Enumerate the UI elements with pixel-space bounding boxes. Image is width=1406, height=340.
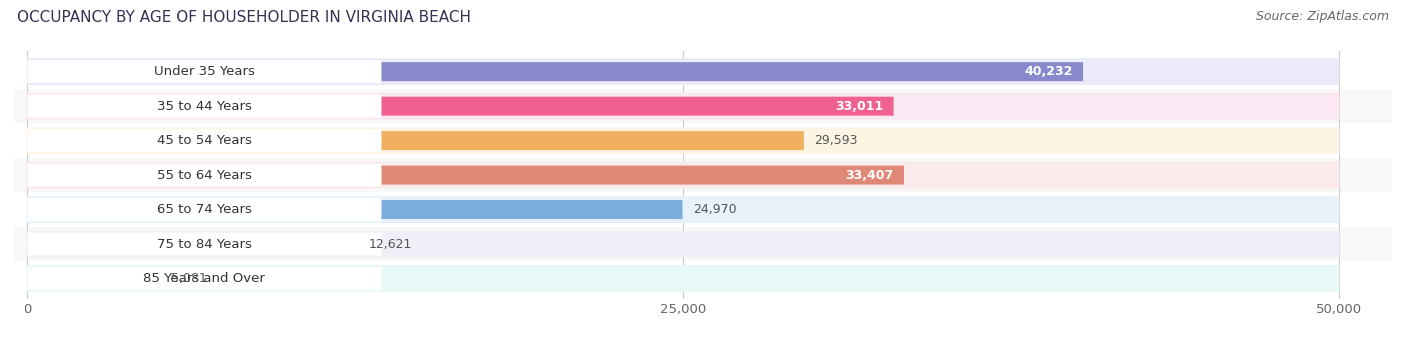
Text: 5,081: 5,081 — [172, 272, 207, 285]
FancyBboxPatch shape — [27, 166, 904, 185]
FancyBboxPatch shape — [27, 131, 804, 150]
Text: 24,970: 24,970 — [693, 203, 737, 216]
Bar — [14, 89, 1392, 123]
Bar — [14, 158, 1392, 192]
FancyBboxPatch shape — [27, 267, 381, 290]
Text: 35 to 44 Years: 35 to 44 Years — [157, 100, 252, 113]
FancyBboxPatch shape — [27, 93, 1340, 120]
FancyBboxPatch shape — [27, 60, 381, 83]
Text: 85 Years and Over: 85 Years and Over — [143, 272, 266, 285]
FancyBboxPatch shape — [27, 198, 381, 221]
Text: 40,232: 40,232 — [1024, 65, 1073, 78]
Bar — [14, 227, 1392, 261]
Text: 75 to 84 Years: 75 to 84 Years — [157, 238, 252, 251]
FancyBboxPatch shape — [27, 58, 1340, 85]
Text: 45 to 54 Years: 45 to 54 Years — [157, 134, 252, 147]
Text: 29,593: 29,593 — [814, 134, 858, 147]
Text: 65 to 74 Years: 65 to 74 Years — [157, 203, 252, 216]
FancyBboxPatch shape — [27, 233, 381, 255]
FancyBboxPatch shape — [27, 265, 1340, 292]
FancyBboxPatch shape — [27, 231, 1340, 257]
FancyBboxPatch shape — [27, 200, 682, 219]
FancyBboxPatch shape — [27, 164, 381, 187]
FancyBboxPatch shape — [27, 127, 1340, 154]
FancyBboxPatch shape — [27, 97, 894, 116]
Text: Source: ZipAtlas.com: Source: ZipAtlas.com — [1256, 10, 1389, 23]
FancyBboxPatch shape — [27, 235, 359, 254]
FancyBboxPatch shape — [27, 196, 1340, 223]
FancyBboxPatch shape — [27, 95, 381, 118]
Text: 33,407: 33,407 — [845, 169, 893, 182]
Text: 33,011: 33,011 — [835, 100, 883, 113]
FancyBboxPatch shape — [27, 162, 1340, 189]
FancyBboxPatch shape — [27, 62, 1083, 81]
Text: OCCUPANCY BY AGE OF HOUSEHOLDER IN VIRGINIA BEACH: OCCUPANCY BY AGE OF HOUSEHOLDER IN VIRGI… — [17, 10, 471, 25]
FancyBboxPatch shape — [27, 129, 381, 152]
Text: 12,621: 12,621 — [368, 238, 412, 251]
Text: 55 to 64 Years: 55 to 64 Years — [157, 169, 252, 182]
Text: Under 35 Years: Under 35 Years — [153, 65, 254, 78]
FancyBboxPatch shape — [27, 269, 160, 288]
